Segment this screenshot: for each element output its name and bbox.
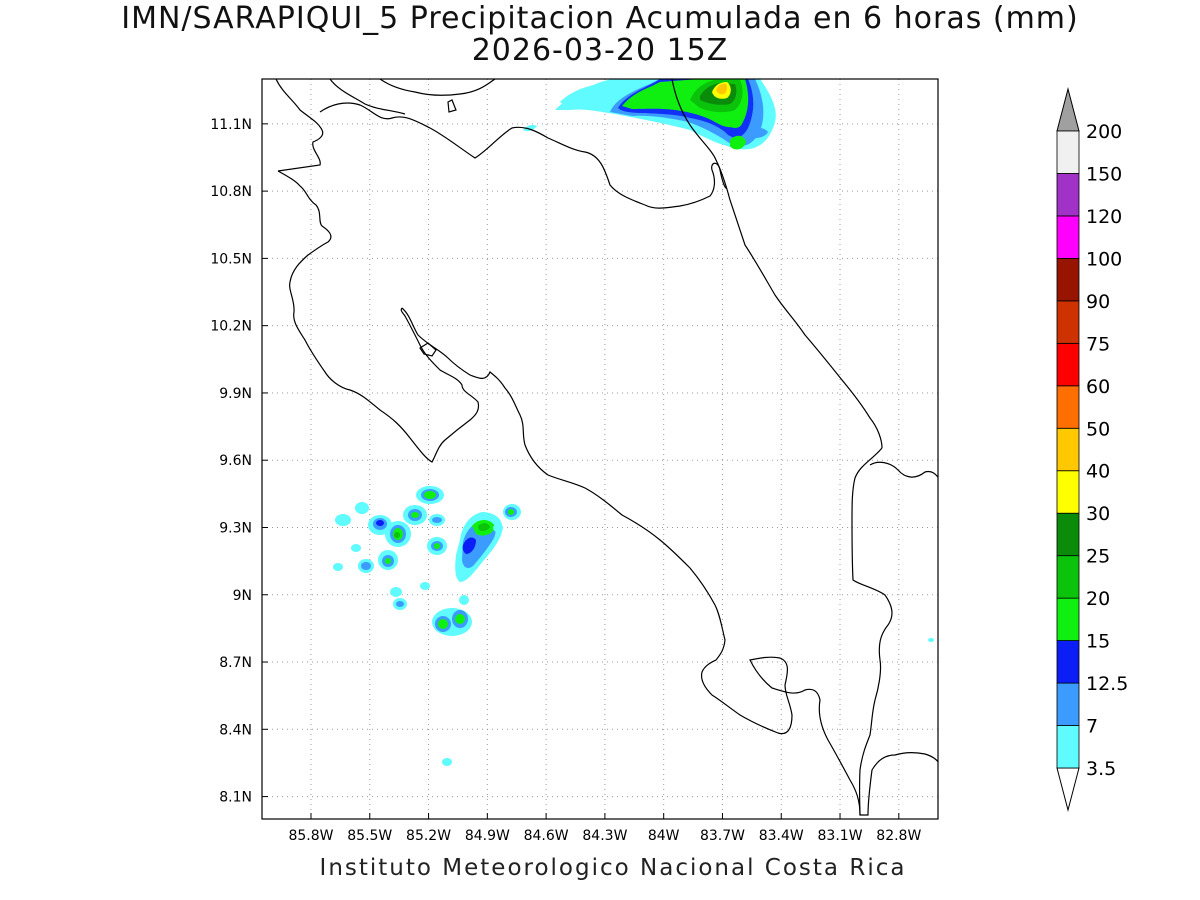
colorbar-swatch: [1056, 257, 1080, 302]
colorbar-level-label: 30: [1086, 503, 1110, 525]
coastline: [275, 79, 938, 816]
longitude-axis: 85.8W 85.5W 85.2W 84.9W 84.6W 84.3W 84W 83.7W 83…: [288, 813, 921, 844]
colorbar-swatch: [1056, 130, 1080, 174]
rain-cluster-pacific: [333, 486, 934, 766]
x-tick-label: 84.6W: [524, 828, 569, 844]
colorbar-level-label: 90: [1086, 291, 1110, 313]
colorbar-swatch: [1056, 470, 1080, 514]
colorbar-level-label: 7: [1086, 716, 1098, 738]
y-tick-label: 10.5N: [210, 251, 252, 267]
precipitation-field: [333, 79, 934, 766]
colorbar-level-label: 50: [1086, 418, 1110, 440]
colorbar-swatch: [1056, 597, 1080, 642]
colorbar-swatch: [1056, 682, 1080, 726]
colorbar-bottom-arrow: [1056, 767, 1080, 812]
y-tick-label: 8.4N: [219, 722, 252, 738]
colorbar-level-label: 75: [1086, 333, 1110, 355]
y-tick-label: 9.6N: [219, 453, 252, 469]
colorbar-swatch: [1056, 512, 1080, 557]
map-title: IMN/SARAPIQUI_5 Precipitacion Acumulada …: [121, 1, 1079, 36]
colorbar-level-label: 120: [1086, 206, 1122, 228]
y-tick-label: 9N: [233, 588, 252, 604]
colorbar-level-label: 25: [1086, 546, 1110, 568]
x-tick-label: 85.5W: [347, 828, 392, 844]
colorbar-level-label: 100: [1086, 248, 1122, 270]
x-tick-label: 84.9W: [465, 828, 510, 844]
colorbar-swatch: [1056, 385, 1080, 429]
y-tick-label: 11.1N: [210, 117, 252, 133]
plot-area: [262, 79, 938, 819]
x-tick-label: 85.2W: [406, 828, 451, 844]
colorbar-swatch: [1056, 555, 1080, 599]
y-tick-label: 8.7N: [219, 655, 252, 671]
colorbar-level-label: 20: [1086, 588, 1110, 610]
plot-frame: [261, 78, 939, 820]
colorbar: 3.5 7 12.5 15 20 25 30 40 50 60 75 90 100 120 150 200: [1056, 87, 1128, 812]
colorbar-level-label: 3.5: [1086, 758, 1116, 780]
x-tick-label: 84.3W: [582, 828, 627, 844]
colorbar-swatch: [1056, 215, 1080, 259]
x-tick-label: 83.4W: [759, 828, 804, 844]
colorbar-swatch: [1056, 725, 1080, 769]
x-tick-label: 82.8W: [876, 828, 921, 844]
footer-credit: Instituto Meteorologico Nacional Costa R…: [319, 855, 907, 881]
x-tick-label: 83.7W: [700, 828, 745, 844]
colorbar-level-label: 15: [1086, 631, 1110, 653]
colorbar-level-label: 60: [1086, 376, 1110, 398]
colorbar-swatch: [1056, 640, 1080, 684]
map-datetime: 2026-03-20 15Z: [471, 33, 729, 68]
x-tick-label: 84W: [648, 828, 680, 844]
colorbar-level-label: 12.5: [1086, 673, 1128, 695]
y-tick-label: 9.9N: [219, 386, 252, 402]
colorbar-swatch: [1056, 173, 1080, 217]
x-tick-label: 83.1W: [818, 828, 863, 844]
latitude-axis: 8.1N 8.4N 8.7N 9N 9.3N 9.6N 9.9N 10.2N 10.5N 10.8…: [210, 117, 268, 806]
y-tick-label: 9.3N: [219, 520, 252, 536]
colorbar-level-label: 200: [1086, 121, 1122, 143]
colorbar-top-arrow: [1056, 87, 1080, 132]
x-tick-label: 85.8W: [288, 828, 333, 844]
colorbar-swatch: [1056, 342, 1080, 387]
colorbar-level-label: 40: [1086, 461, 1110, 483]
colorbar-swatch: [1056, 427, 1080, 472]
y-tick-label: 10.8N: [210, 184, 252, 200]
colorbar-level-label: 150: [1086, 163, 1122, 185]
y-tick-label: 8.1N: [219, 790, 252, 806]
y-tick-label: 10.2N: [210, 319, 252, 335]
rain-cluster-north: [523, 79, 776, 150]
colorbar-swatch: [1056, 300, 1080, 344]
map-grid: [262, 79, 938, 819]
